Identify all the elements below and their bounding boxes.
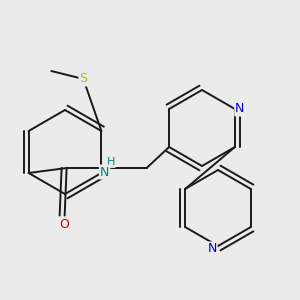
Text: S: S	[80, 73, 87, 85]
Text: N: N	[100, 166, 109, 178]
Text: H: H	[106, 157, 115, 167]
Text: O: O	[60, 218, 70, 230]
Text: N: N	[207, 242, 217, 256]
Text: N: N	[235, 103, 244, 116]
